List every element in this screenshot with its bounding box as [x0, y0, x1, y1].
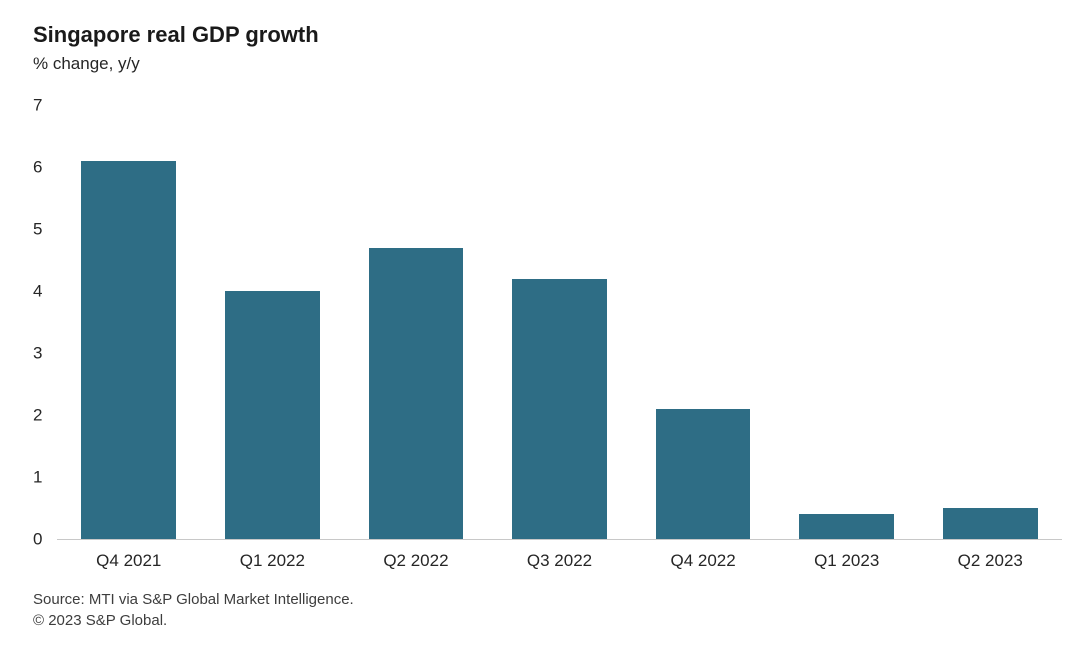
y-tick-label: 1: [33, 467, 43, 487]
bar: [224, 291, 320, 539]
bar: [81, 160, 177, 539]
chart-title: Singapore real GDP growth: [33, 22, 319, 47]
bar-column: [775, 105, 919, 539]
bar-column: [57, 105, 201, 539]
y-tick-label: 7: [33, 95, 43, 115]
y-tick-label: 3: [33, 343, 43, 363]
x-axis: Q4 2021 Q1 2022 Q2 2022 Q3 2022 Q4 2022 Q1 20…: [57, 552, 1062, 569]
bar-column: [631, 105, 775, 539]
bar: [655, 408, 751, 539]
bar-column: [918, 105, 1062, 539]
x-tick-label: Q4 2022: [670, 551, 736, 570]
chart-footer: Source: MTI via S&P Global Market Intell…: [33, 589, 1062, 631]
copyright-note: © 2023 S&P Global.: [33, 612, 168, 629]
x-tick-label: Q2 2023: [957, 551, 1023, 570]
x-tick-label: Q1 2022: [239, 551, 305, 570]
chart-body: 0 1 2 3 4 5 6 7: [33, 97, 1062, 548]
source-note: Source: MTI via S&P Global Market Intell…: [33, 591, 354, 608]
y-tick-label: 2: [33, 405, 43, 425]
x-tick-label: Q3 2022: [526, 551, 593, 570]
x-tick-label: Q2 2022: [383, 551, 449, 570]
bar-column: [344, 105, 488, 539]
y-axis: 0 1 2 3 4 5 6 7: [33, 97, 57, 548]
x-tick-label: Q1 2023: [814, 551, 880, 570]
bar: [942, 508, 1038, 539]
bar-column: [488, 105, 632, 539]
bar: [368, 247, 464, 539]
y-tick-label: 6: [33, 157, 43, 177]
chart-subtitle: % change, y/y: [33, 54, 140, 73]
y-tick-label: 5: [33, 219, 43, 239]
x-tick-label: Q4 2021: [96, 551, 162, 570]
bar: [799, 514, 895, 539]
bar: [512, 278, 607, 539]
y-tick-label: 4: [33, 281, 43, 301]
bar-column: [201, 105, 345, 539]
plot-area: [57, 105, 1062, 540]
y-tick-label: 0: [33, 529, 43, 549]
